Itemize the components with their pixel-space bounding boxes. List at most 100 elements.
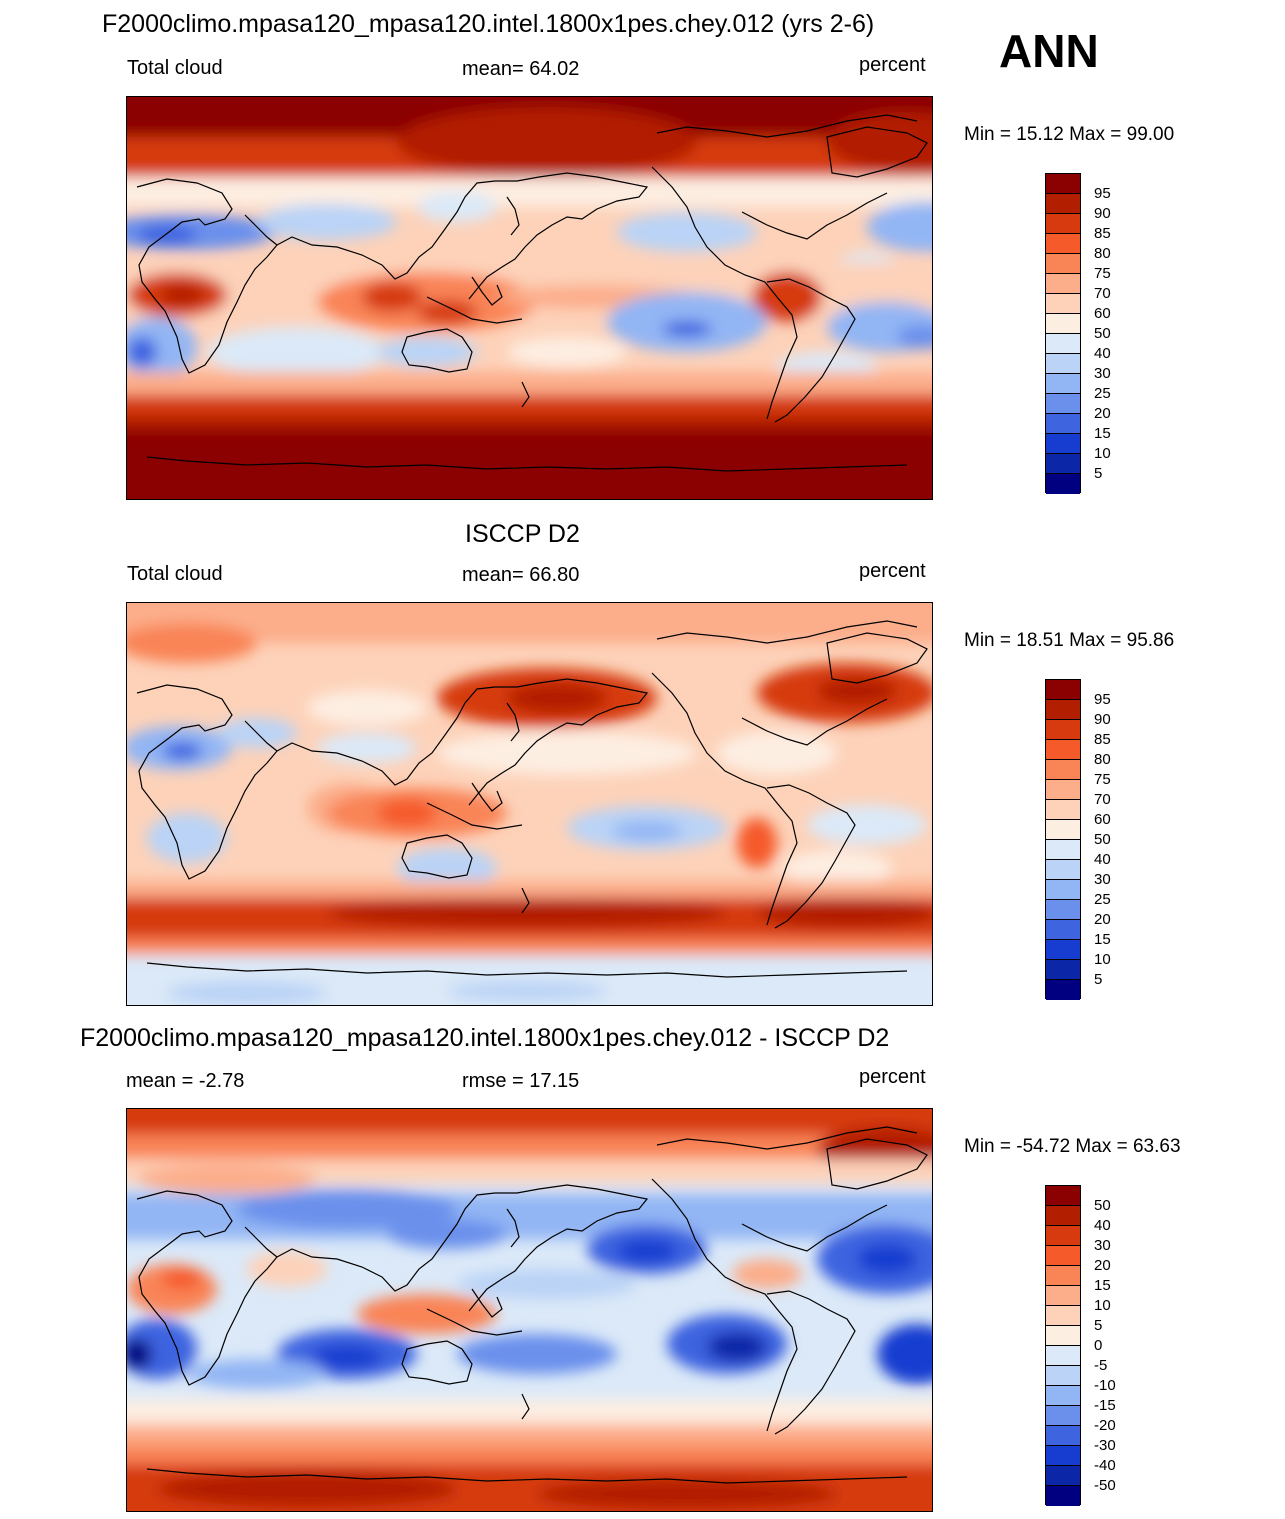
colorbar-1-label: 80 [1094,245,1111,262]
colorbar-3-swatch [1046,1326,1080,1346]
colorbar-1-swatch [1046,354,1080,374]
colorbar-2-swatch [1046,780,1080,800]
colorbar-1-label: 75 [1094,265,1111,282]
colorbar-3-swatch [1046,1406,1080,1426]
panel-3-map-field [127,1109,932,1511]
colorbar-2-swatch [1046,900,1080,920]
colorbar-3-swatch [1046,1466,1080,1486]
panel-3-colorbar [1045,1185,1081,1506]
colorbar-3-swatch [1046,1366,1080,1386]
colorbar-2-label: 30 [1094,871,1111,888]
panel-1-map [126,96,933,500]
colorbar-2-swatch [1046,920,1080,940]
colorbar-3-swatch [1046,1426,1080,1446]
colorbar-3-label: 50 [1094,1197,1111,1214]
colorbar-3-swatch [1046,1186,1080,1206]
colorbar-1-label: 60 [1094,305,1111,322]
colorbar-2-label: 40 [1094,851,1111,868]
colorbar-1-swatch [1046,394,1080,414]
panel-3-coastlines [136,1126,928,1484]
colorbar-1-label: 85 [1094,225,1111,242]
colorbar-3-label: -40 [1094,1457,1116,1474]
colorbar-2-swatch [1046,820,1080,840]
colorbar-2-swatch [1046,860,1080,880]
colorbar-1-label: 10 [1094,445,1111,462]
colorbar-3-swatch [1046,1346,1080,1366]
colorbar-2-label: 5 [1094,971,1103,988]
colorbar-2-swatch [1046,680,1080,700]
colorbar-2-label: 90 [1094,711,1111,728]
colorbar-3-label: 10 [1094,1297,1111,1314]
panel-1-coastlines [136,114,928,472]
colorbar-1-swatch [1046,254,1080,274]
colorbar-3-swatch [1046,1386,1080,1406]
colorbar-3-swatch [1046,1226,1080,1246]
colorbar-2-swatch [1046,840,1080,860]
colorbar-2-swatch [1046,940,1080,960]
colorbar-3-label: -30 [1094,1437,1116,1454]
colorbar-2-label: 80 [1094,751,1111,768]
colorbar-2-swatch [1046,740,1080,760]
panel-2-units: percent [859,560,926,582]
panel-1-units: percent [859,54,926,76]
colorbar-2-label: 15 [1094,931,1111,948]
panel-2-title: ISCCP D2 [465,520,580,548]
colorbar-2-swatch [1046,700,1080,720]
colorbar-1-swatch [1046,474,1080,494]
colorbar-3-label: 20 [1094,1257,1111,1274]
colorbar-2-label: 95 [1094,691,1111,708]
colorbar-3-label: -10 [1094,1377,1116,1394]
colorbar-1-swatch [1046,274,1080,294]
colorbar-3-label: -15 [1094,1397,1116,1414]
colorbar-1-swatch [1046,234,1080,254]
colorbar-2-label: 85 [1094,731,1111,748]
panel-1-minmax: Min = 15.12 Max = 99.00 [964,124,1175,145]
colorbar-1-label: 90 [1094,205,1111,222]
colorbar-3-label: 40 [1094,1217,1111,1234]
colorbar-2-swatch [1046,980,1080,1000]
season-label: ANN [999,25,1099,77]
panel-1-colorbar [1045,173,1081,494]
panel-3-rmse: rmse = 17.15 [462,1070,580,1092]
colorbar-1-swatch [1046,414,1080,434]
panel-1-title: F2000climo.mpasa120_mpasa120.intel.1800x… [102,10,875,38]
colorbar-2-swatch [1046,960,1080,980]
colorbar-2-swatch [1046,880,1080,900]
colorbar-1-label: 20 [1094,405,1111,422]
colorbar-3-label: -5 [1094,1357,1108,1374]
panel-2-variable: Total cloud [127,563,223,585]
colorbar-2-label: 50 [1094,831,1111,848]
colorbar-1-swatch [1046,214,1080,234]
colorbar-1-swatch [1046,294,1080,314]
panel-2-colorbar [1045,679,1081,1000]
panel-2-coastlines [136,620,928,978]
colorbar-3-swatch [1046,1286,1080,1306]
panel-2-map [126,602,933,1006]
colorbar-2-label: 60 [1094,811,1111,828]
colorbar-1-label: 30 [1094,365,1111,382]
panel-3-minmax: Min = -54.72 Max = 63.63 [964,1136,1181,1157]
colorbar-1-label: 95 [1094,185,1111,202]
colorbar-3-swatch [1046,1486,1080,1506]
colorbar-3-swatch [1046,1206,1080,1226]
colorbar-3-label: -20 [1094,1417,1116,1434]
panel-2-mean: mean= 66.80 [462,564,580,586]
colorbar-1-swatch [1046,434,1080,454]
colorbar-2-label: 70 [1094,791,1111,808]
colorbar-1-swatch [1046,194,1080,214]
colorbar-1-swatch [1046,454,1080,474]
panel-3-title: F2000climo.mpasa120_mpasa120.intel.1800x… [80,1024,890,1052]
colorbar-1-swatch [1046,174,1080,194]
panel-1-mean: mean= 64.02 [462,58,580,80]
colorbar-2-label: 10 [1094,951,1111,968]
colorbar-2-label: 20 [1094,911,1111,928]
colorbar-3-swatch [1046,1306,1080,1326]
colorbar-3-label: 15 [1094,1277,1111,1294]
colorbar-3-swatch [1046,1246,1080,1266]
panel-1-map-field [127,97,932,499]
colorbar-1-label: 50 [1094,325,1111,342]
colorbar-3-label: 0 [1094,1337,1103,1354]
colorbar-2-swatch [1046,720,1080,740]
colorbar-2-label: 75 [1094,771,1111,788]
panel-1-variable: Total cloud [127,57,223,79]
